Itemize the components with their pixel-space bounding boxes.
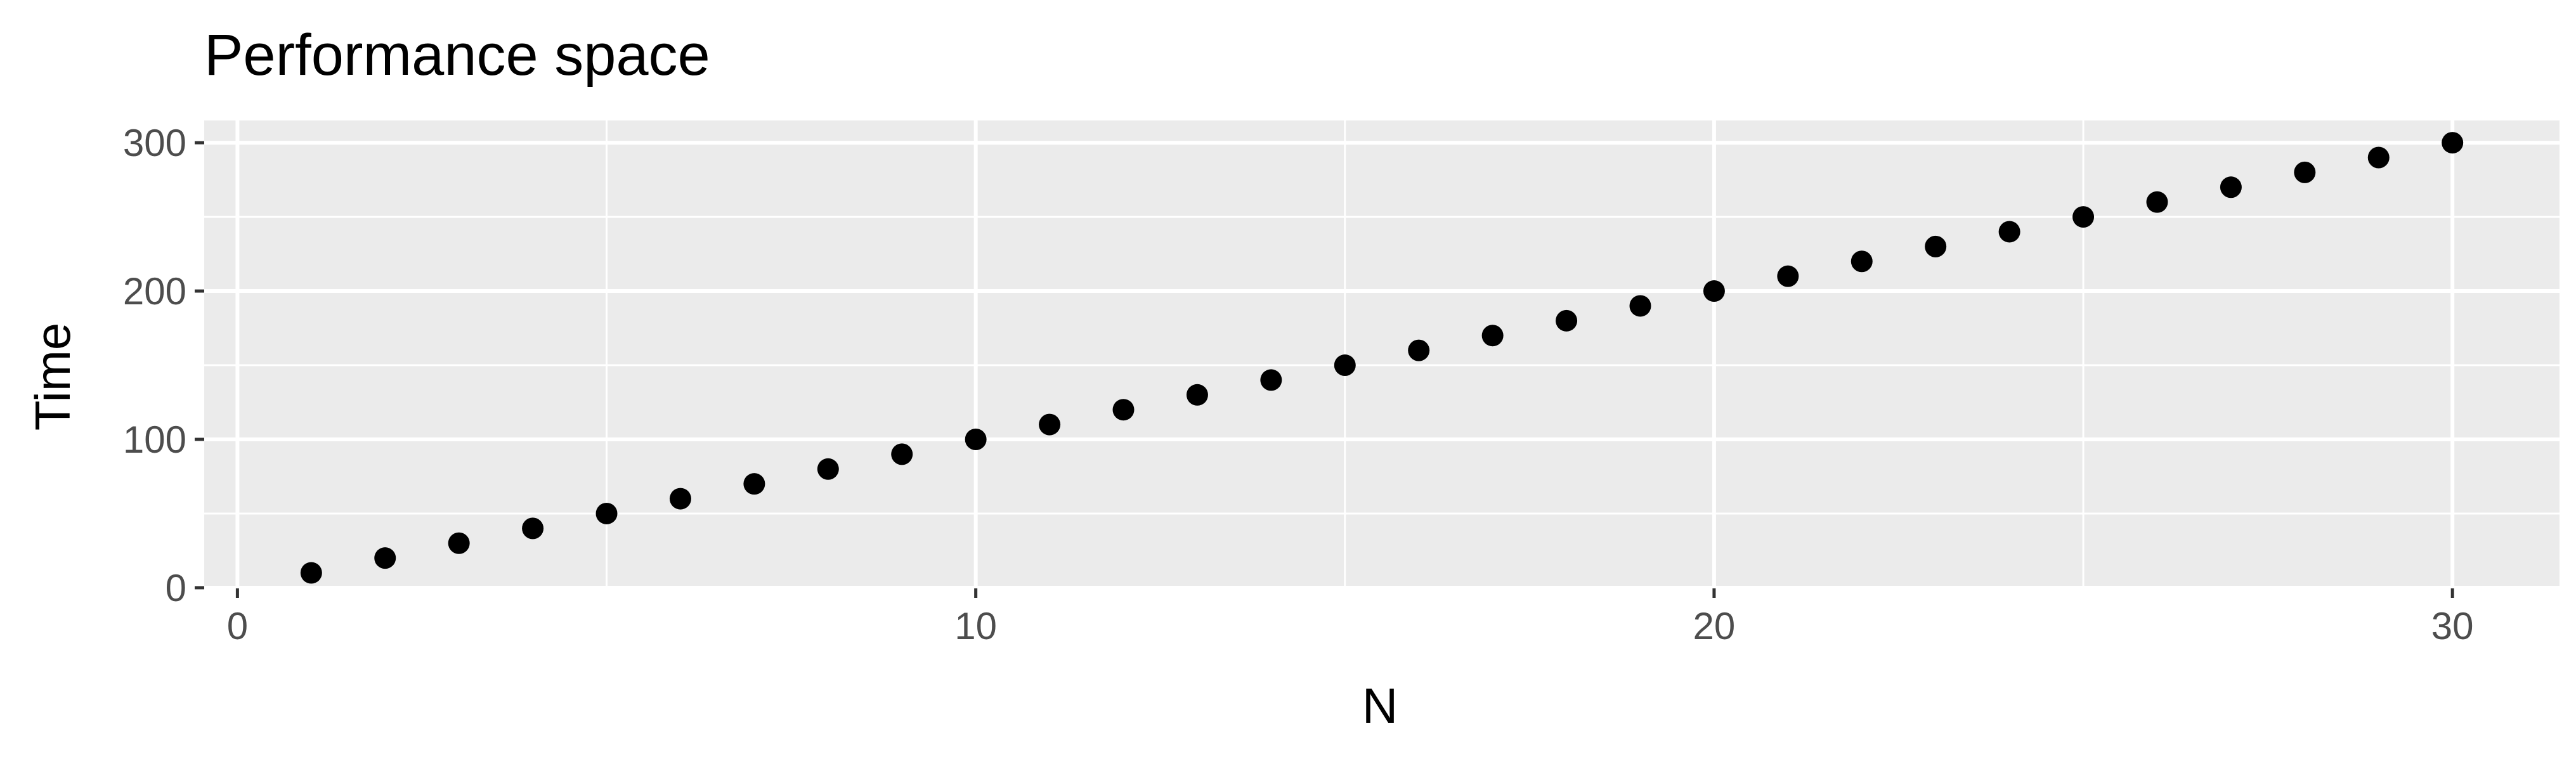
y-tick-label: 200 <box>123 270 186 313</box>
x-tick-label: 30 <box>2431 605 2474 647</box>
data-point <box>595 502 618 524</box>
x-tick-label: 10 <box>954 605 997 647</box>
data-point <box>1556 309 1578 332</box>
data-point <box>2294 161 2316 183</box>
data-point <box>1481 325 1504 347</box>
panel-background <box>204 120 2560 588</box>
data-point <box>522 517 544 540</box>
y-axis-title: Time <box>25 323 81 431</box>
data-point <box>300 562 322 584</box>
data-point <box>1112 399 1135 421</box>
x-tick-label: 0 <box>227 605 248 647</box>
data-point <box>1629 295 1651 317</box>
chart-title: Performance space <box>204 23 710 87</box>
x-axis: 0 10 20 30 <box>227 588 2474 647</box>
data-point <box>669 488 691 510</box>
data-point <box>1851 250 1873 273</box>
x-tick-label: 20 <box>1693 605 1736 647</box>
y-tick-label: 300 <box>123 122 186 164</box>
data-point <box>1777 265 1799 287</box>
data-point <box>965 428 987 450</box>
data-point <box>817 458 839 480</box>
data-points <box>300 132 2464 584</box>
data-point <box>2146 191 2168 213</box>
y-axis: 0 100 200 300 <box>123 122 204 609</box>
data-point <box>891 443 913 465</box>
data-point <box>1998 221 2020 243</box>
data-point <box>2367 146 2390 169</box>
data-point <box>2072 206 2095 228</box>
data-point <box>2220 176 2242 198</box>
data-point <box>374 547 396 569</box>
x-axis-title: N <box>1362 678 1398 734</box>
data-point <box>1186 384 1208 406</box>
data-point <box>1925 235 1947 257</box>
data-point <box>1703 280 1725 302</box>
data-point <box>1408 339 1430 361</box>
y-tick-label: 0 <box>166 567 186 609</box>
data-point <box>448 532 470 554</box>
major-grid-lines <box>204 120 2560 590</box>
y-tick-label: 100 <box>123 418 186 461</box>
data-point <box>1039 413 1061 436</box>
data-point <box>2442 132 2464 154</box>
data-point <box>1334 354 1356 377</box>
data-point <box>1260 369 1282 391</box>
data-point <box>743 473 765 495</box>
